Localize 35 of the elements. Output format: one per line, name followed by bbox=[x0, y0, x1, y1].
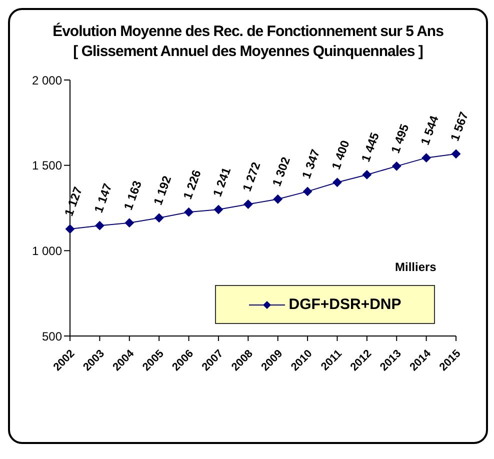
point bbox=[422, 153, 431, 162]
data-label: 1 445 bbox=[358, 130, 382, 164]
data-label: 1 347 bbox=[299, 147, 323, 180]
data-label: 1 192 bbox=[150, 174, 174, 207]
point bbox=[273, 194, 282, 204]
y-tick-label: 2 000 bbox=[32, 73, 62, 88]
data-label: 1 302 bbox=[270, 154, 294, 188]
data-label: 1 400 bbox=[328, 138, 352, 172]
point bbox=[214, 205, 223, 214]
y-tick-label: 1 500 bbox=[32, 158, 62, 173]
data-label: 1 163 bbox=[121, 178, 145, 212]
data-label: 1 241 bbox=[210, 165, 234, 199]
data-label: 1 226 bbox=[180, 168, 204, 202]
data-label: 1 544 bbox=[418, 114, 442, 147]
point bbox=[95, 221, 104, 230]
point bbox=[392, 162, 402, 171]
data-label: 1 495 bbox=[388, 122, 412, 156]
point bbox=[362, 170, 372, 180]
point bbox=[184, 208, 194, 217]
point bbox=[332, 178, 342, 187]
data-label: 1 272 bbox=[240, 160, 264, 194]
data-label: 1 567 bbox=[448, 110, 472, 143]
point bbox=[303, 186, 312, 196]
point bbox=[244, 200, 253, 209]
annotation: Milliers bbox=[395, 260, 436, 274]
point bbox=[452, 149, 460, 158]
legend-label: DGF+DSR+DNP bbox=[288, 296, 402, 313]
data-label: 1 147 bbox=[91, 181, 115, 215]
point bbox=[66, 224, 74, 234]
y-tick-label: 500 bbox=[42, 329, 62, 344]
chart-title: Évolution Moyenne des Rec. de Fonctionnement sur 5 Ans bbox=[52, 22, 444, 42]
point bbox=[124, 218, 134, 228]
chart-subtitle: [ Glissement Annuel des Moyennes Quinquennales ] bbox=[72, 42, 424, 62]
y-tick-label: 1 000 bbox=[32, 244, 62, 258]
point bbox=[154, 213, 164, 222]
